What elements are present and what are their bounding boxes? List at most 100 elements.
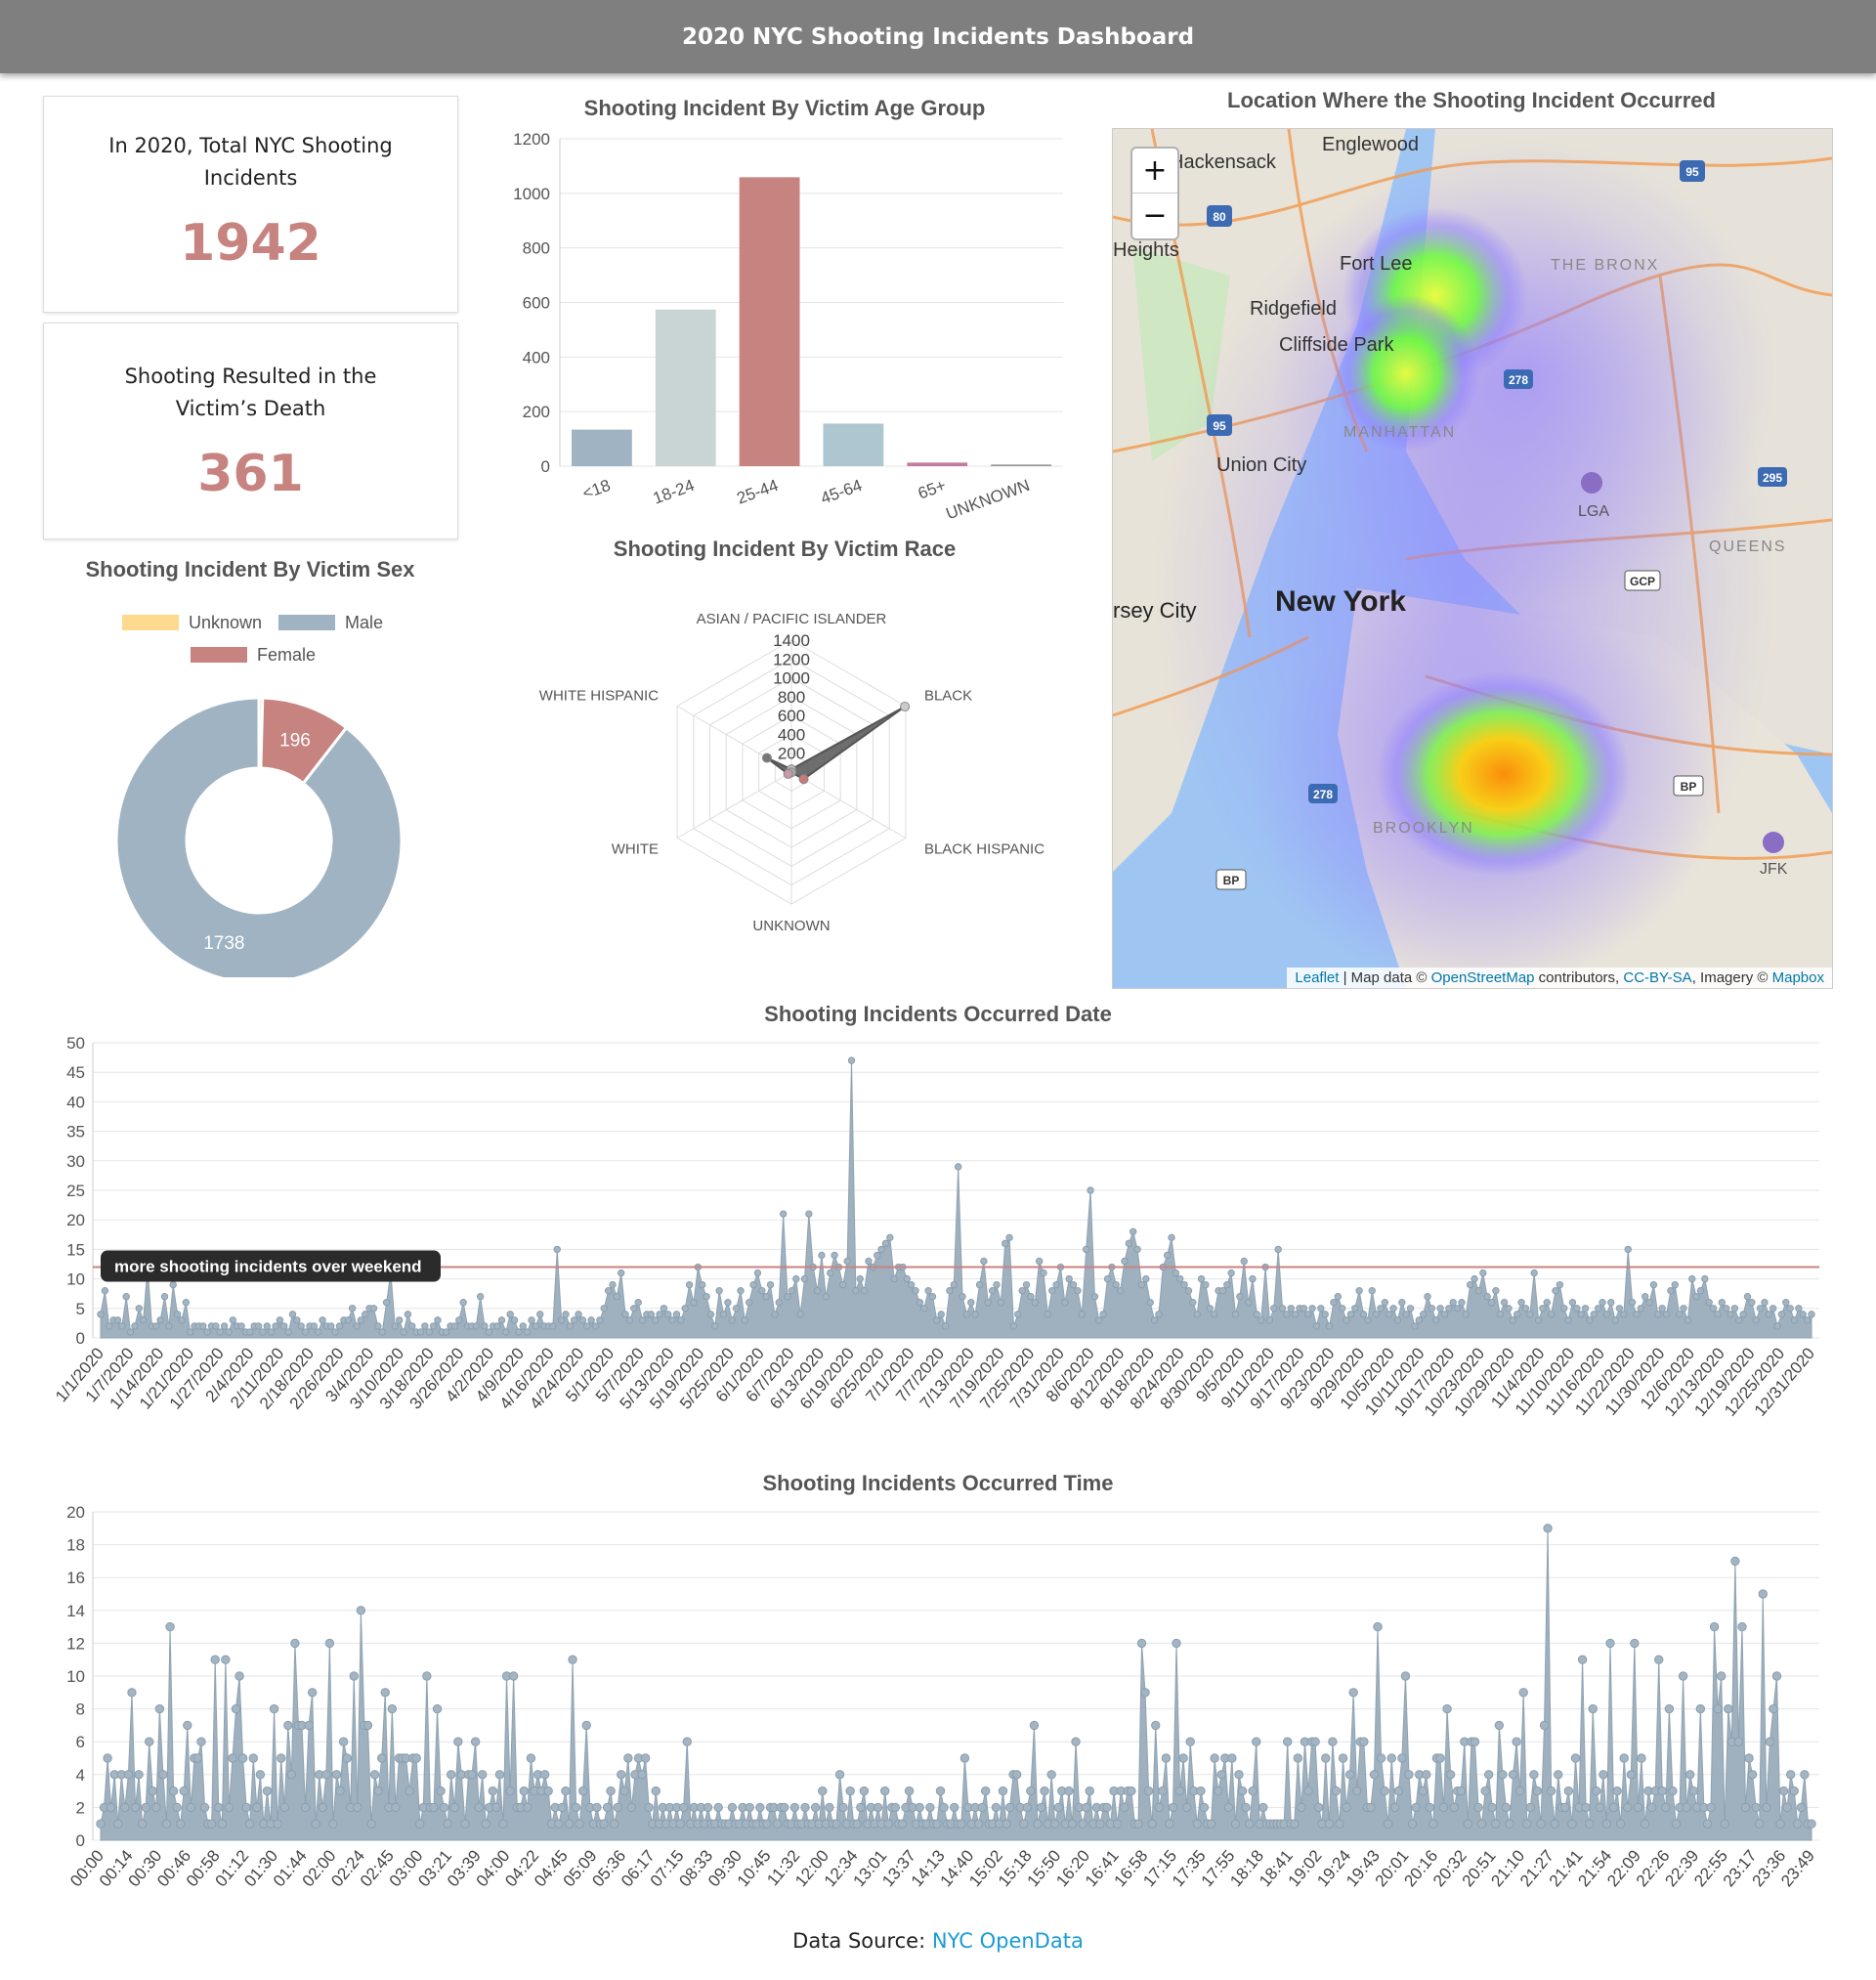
date-point [276, 1316, 284, 1324]
date-point [1573, 1305, 1581, 1313]
time-point [300, 1802, 311, 1813]
date-point [106, 1322, 113, 1330]
date-point [400, 1328, 407, 1336]
date-point [1368, 1286, 1376, 1295]
time-point [1612, 1786, 1622, 1796]
date-point [1479, 1269, 1487, 1277]
age-bar [991, 464, 1051, 466]
date-point [1714, 1311, 1722, 1318]
time-point [1796, 1802, 1807, 1813]
time-point [436, 1786, 446, 1796]
date-point [1052, 1280, 1060, 1289]
date-point [1586, 1316, 1594, 1324]
death-incidents-label: Shooting Resulted in the Victim’s Death [124, 365, 377, 420]
date-point [737, 1286, 745, 1295]
time-point [1577, 1655, 1588, 1664]
date-point [609, 1280, 617, 1289]
date-point [135, 1305, 143, 1313]
date-point [1338, 1305, 1346, 1313]
time-point [1390, 1802, 1400, 1813]
zoom-out-button[interactable]: − [1142, 198, 1168, 233]
date-point [724, 1299, 732, 1307]
time-point [713, 1802, 723, 1813]
time-point [1359, 1737, 1369, 1746]
date-point [1381, 1299, 1389, 1307]
radar-point [761, 753, 772, 763]
time-point [883, 1819, 893, 1829]
date-point [984, 1299, 992, 1307]
time-point [745, 1802, 754, 1813]
date-point [924, 1286, 932, 1295]
time-point [1775, 1819, 1785, 1829]
date-point [1432, 1316, 1440, 1324]
date-point [711, 1322, 719, 1330]
date-point [831, 1251, 838, 1260]
time-point [977, 1802, 987, 1813]
shield-2: 278 [1509, 373, 1528, 387]
time-point [1608, 1802, 1619, 1813]
map-attribution: Leaflet | Map data © OpenStreetMap contr… [1287, 968, 1832, 988]
date-point [946, 1286, 954, 1295]
date-point [459, 1299, 467, 1307]
time-point [245, 1819, 255, 1829]
time-point [1324, 1819, 1335, 1829]
time-point [526, 1753, 536, 1763]
radar-axis-line [676, 771, 792, 839]
date-point [429, 1322, 438, 1330]
date-point [1035, 1257, 1044, 1266]
attrib-sep: | Map data © [1339, 969, 1431, 986]
time-point [508, 1671, 519, 1681]
date-point [741, 1316, 749, 1324]
date-point [421, 1322, 429, 1330]
time-point [304, 1720, 314, 1731]
time-point [1174, 1786, 1185, 1796]
time-point [1758, 1589, 1768, 1599]
time-point [447, 1770, 456, 1780]
age-ytick-label: 0 [541, 457, 550, 476]
time-point [1199, 1802, 1210, 1813]
date-point [647, 1311, 655, 1318]
date-point [319, 1316, 326, 1324]
date-point [933, 1316, 941, 1324]
date-point [1377, 1305, 1385, 1313]
leaflet-link[interactable]: Leaflet [1295, 969, 1340, 986]
date-point [259, 1328, 267, 1336]
dashboard-title: 2020 NYC Shooting Incidents Dashboard [681, 24, 1195, 50]
osm-link[interactable]: OpenStreetMap [1430, 969, 1535, 986]
time-point [1386, 1753, 1396, 1763]
time-point [1366, 1802, 1376, 1813]
time-point [519, 1786, 530, 1796]
time-point [834, 1770, 845, 1780]
time-point [1321, 1753, 1331, 1763]
time-point [224, 1802, 234, 1813]
date-point [1112, 1280, 1120, 1289]
time-point [1529, 1770, 1539, 1780]
time-point [1744, 1753, 1754, 1763]
time-point [1151, 1720, 1161, 1731]
date-point [1799, 1311, 1807, 1318]
license-link[interactable]: CC-BY-SA [1623, 969, 1692, 986]
mapbox-link[interactable]: Mapbox [1771, 969, 1824, 986]
date-point [1184, 1286, 1193, 1295]
incident-heatmap[interactable]: Englewood Hackensack Fort Lee Heights Ri… [1112, 128, 1833, 989]
zoom-in-button[interactable]: + [1132, 149, 1177, 194]
time-point [380, 1688, 390, 1698]
date-point [203, 1328, 211, 1336]
date-point [1581, 1305, 1590, 1313]
date-point [604, 1286, 613, 1295]
time-point [619, 1786, 630, 1796]
airport-jfk-icon [1763, 832, 1784, 853]
time-point [279, 1802, 289, 1813]
date-point [762, 1293, 770, 1301]
date-point [771, 1311, 779, 1318]
date-point [272, 1322, 279, 1330]
time-point [539, 1770, 550, 1780]
opendata-link[interactable]: NYC OpenData [931, 1929, 1084, 1953]
time-point [120, 1802, 130, 1813]
date-point [528, 1316, 535, 1324]
total-incidents-card: In 2020, Total NYC Shooting Incidents 19… [43, 96, 458, 313]
time-point [1508, 1770, 1518, 1780]
time-point [1425, 1802, 1435, 1813]
time-point [1335, 1819, 1344, 1829]
date-point [335, 1322, 344, 1330]
